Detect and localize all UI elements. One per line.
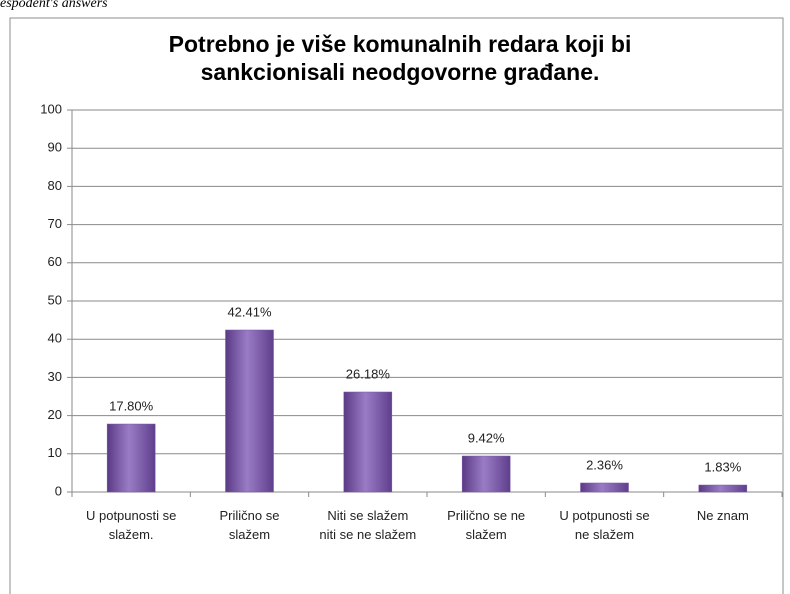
x-tick-label: Prilično se slažem bbox=[219, 508, 280, 542]
bar bbox=[106, 423, 156, 493]
y-tick-label: 40 bbox=[48, 331, 62, 346]
y-tick-label: 30 bbox=[48, 369, 62, 384]
y-tick-label: 10 bbox=[48, 445, 62, 460]
chart-frame bbox=[9, 17, 784, 594]
data-label: 42.41% bbox=[227, 304, 272, 319]
y-tick-label: 100 bbox=[40, 101, 62, 116]
data-label: 17.80% bbox=[109, 398, 154, 413]
bar bbox=[225, 329, 274, 493]
y-tick-label: 50 bbox=[48, 292, 62, 307]
caption: espodent's answers bbox=[0, 0, 108, 11]
x-tick-label: U potpunosti se ne slažem bbox=[559, 508, 650, 542]
bar bbox=[343, 391, 393, 493]
bar bbox=[580, 482, 629, 493]
y-tick-label: 20 bbox=[48, 407, 62, 422]
data-label: 1.83% bbox=[704, 459, 741, 474]
data-label: 9.42% bbox=[468, 430, 505, 445]
bar bbox=[461, 455, 511, 493]
data-label: 26.18% bbox=[346, 366, 391, 381]
y-tick-label: 80 bbox=[48, 178, 62, 193]
y-tick-label: 60 bbox=[48, 254, 62, 269]
x-tick-label: U potpunosti se slažem. bbox=[85, 508, 177, 542]
data-label: 2.36% bbox=[586, 457, 623, 472]
x-tick-label: Niti se slažem niti se ne slažem bbox=[319, 508, 417, 542]
x-tick-label: Prilično se ne slažem bbox=[447, 508, 526, 542]
bar bbox=[698, 484, 748, 493]
y-tick-label: 70 bbox=[48, 216, 62, 231]
y-tick-label: 0 bbox=[55, 483, 62, 498]
y-tick-label: 90 bbox=[48, 140, 62, 155]
x-tick-label: Ne znam bbox=[696, 508, 749, 523]
chart-title: Potrebno je više komunalnih redara koji … bbox=[168, 31, 632, 85]
